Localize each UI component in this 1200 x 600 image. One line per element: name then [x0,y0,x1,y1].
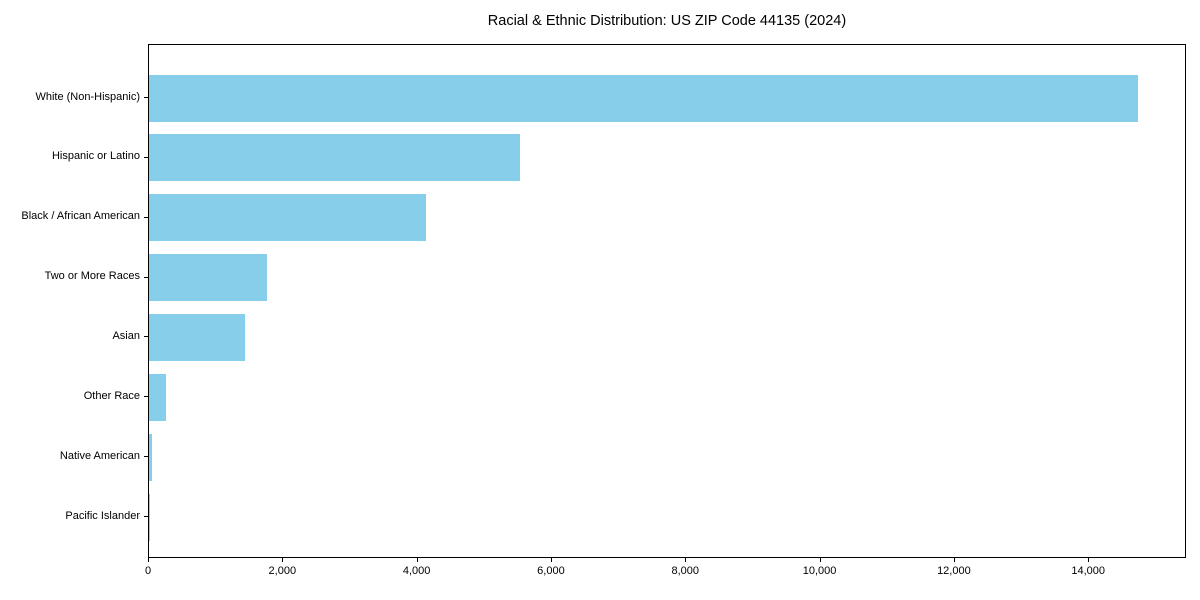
bar [149,373,167,421]
bar [149,313,246,361]
bar [149,134,521,182]
y-axis-label: Pacific Islander [65,509,140,522]
y-tick-mark [144,97,148,98]
x-tick-label: 8,000 [671,565,700,577]
x-tick-label: 6,000 [537,565,565,577]
y-tick-mark [144,276,148,278]
y-axis-label: Native American [59,449,140,462]
y-axis-label: Hispanic or Latino [51,150,140,163]
y-axis-label: Two or More Races [44,270,140,283]
y-axis-label: Black / African American [21,210,140,223]
y-tick-mark [144,456,148,458]
y-tick-mark [144,396,148,398]
x-tick-label: 14,000 [1071,565,1106,577]
x-tick-label: 0 [144,565,152,577]
x-tick-mark [282,558,284,562]
x-tick-mark [819,558,821,562]
x-tick-label: 10,000 [802,565,837,577]
chart-title: Racial & Ethnic Distribution: US ZIP Cod… [487,13,847,29]
y-tick-mark [144,216,148,218]
bar [149,254,267,302]
y-tick-mark [144,336,148,338]
x-tick-label: 2,000 [268,565,297,577]
y-axis-label: Other Race [83,389,140,402]
x-tick-label: 4,000 [402,565,431,577]
y-axis-label: Asian [112,329,140,342]
x-tick-mark [685,558,687,562]
x-tick-mark [953,558,955,562]
y-tick-mark [144,156,148,158]
bar [149,74,1138,122]
x-tick-mark [550,558,552,562]
y-axis-label: White (Non-Hispanic) [35,90,140,103]
plot-area [148,44,1186,558]
bar [149,194,426,242]
x-tick-label: 12,000 [937,565,971,577]
y-tick-mark [144,516,148,518]
x-tick-mark [416,558,418,562]
bar [149,493,150,541]
x-tick-mark [148,558,149,562]
x-tick-mark [1088,558,1090,562]
bar [149,433,153,481]
